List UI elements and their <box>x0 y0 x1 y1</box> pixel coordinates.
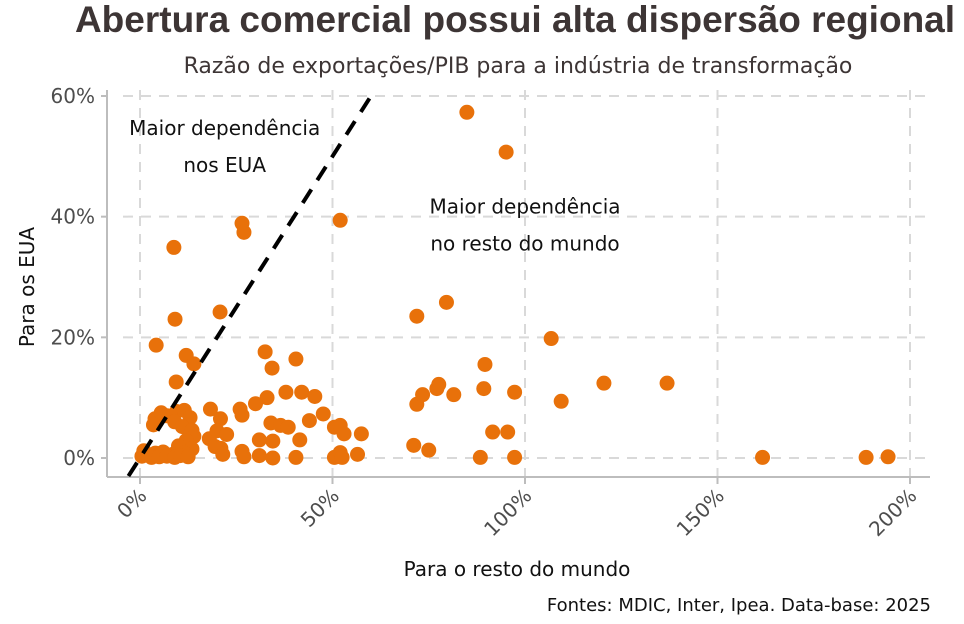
data-point <box>472 449 488 465</box>
data-point <box>264 360 280 376</box>
data-point <box>292 432 308 448</box>
data-point <box>259 390 275 406</box>
data-point <box>755 449 771 465</box>
data-point <box>236 224 252 240</box>
x-tick-labels: 0% 50% 100% 150% 200% <box>112 484 921 541</box>
data-point <box>315 406 331 422</box>
y-tick-label: 40% <box>51 205 95 229</box>
data-point <box>507 384 523 400</box>
x-tick-label: 100% <box>479 484 536 541</box>
data-point <box>858 449 874 465</box>
y-axis-title: Para os EUA <box>15 227 39 348</box>
chart-title: Abertura comercial possui alta dispersão… <box>75 0 955 40</box>
annotation-line: nos EUA <box>183 153 266 177</box>
annotation-line: Maior dependência <box>129 116 320 140</box>
reference-line-layer <box>126 88 377 478</box>
reference-line-y-equals-x <box>126 88 377 478</box>
data-point <box>438 294 454 310</box>
x-tick-label: 0% <box>112 484 151 523</box>
data-point <box>280 419 296 435</box>
x-axis-title: Para o resto do mundo <box>404 557 631 581</box>
data-point <box>186 356 202 372</box>
data-point <box>409 308 425 324</box>
data-point <box>431 376 447 392</box>
axes <box>101 90 930 484</box>
data-point <box>880 449 896 465</box>
data-point <box>485 424 501 440</box>
data-point <box>500 424 516 440</box>
data-point <box>288 351 304 367</box>
data-point <box>596 375 612 391</box>
data-point <box>336 426 352 442</box>
data-point <box>415 387 431 403</box>
data-point <box>265 433 281 449</box>
x-tick-label: 200% <box>864 484 921 541</box>
data-point <box>421 442 437 458</box>
data-point <box>234 407 250 423</box>
data-point <box>307 388 323 404</box>
data-point <box>215 446 231 462</box>
data-point <box>498 144 514 160</box>
data-point <box>257 344 273 360</box>
data-point <box>294 384 310 400</box>
data-point <box>167 311 183 327</box>
data-point <box>350 446 366 462</box>
data-point <box>288 449 304 465</box>
data-point <box>553 393 569 409</box>
data-point <box>212 304 228 320</box>
data-point <box>251 448 267 464</box>
y-tick-label: 0% <box>63 446 95 470</box>
data-point <box>507 449 523 465</box>
grid-lines <box>123 90 930 477</box>
annotation-line: Maior dependência <box>429 195 620 219</box>
data-point <box>406 437 422 453</box>
y-tick-label: 20% <box>51 325 95 349</box>
data-point <box>236 449 252 465</box>
y-tick-labels: 0% 20% 40% 60% <box>51 84 95 470</box>
x-tick-label: 150% <box>672 484 729 541</box>
chart-subtitle: Razão de exportações/PIB para a indústri… <box>184 54 853 79</box>
data-point <box>166 239 182 255</box>
data-point <box>353 426 369 442</box>
data-point <box>168 374 184 390</box>
data-points <box>134 104 896 466</box>
x-tick-label: 50% <box>296 484 344 532</box>
data-point <box>265 450 281 466</box>
data-point <box>446 387 462 403</box>
chart-caption: Fontes: MDIC, Inter, Ipea. Data-base: 20… <box>547 595 931 616</box>
y-tick-label: 60% <box>51 84 95 108</box>
data-point <box>334 449 350 465</box>
data-point <box>180 449 196 465</box>
data-point <box>543 331 559 347</box>
data-point <box>212 411 228 427</box>
data-point <box>301 413 317 429</box>
data-point <box>459 104 475 120</box>
data-point <box>202 401 218 417</box>
data-point <box>219 426 235 442</box>
data-point <box>476 381 492 397</box>
annotation-1: Maior dependência nos EUA <box>129 116 320 177</box>
annotation-2: Maior dependência no resto do mundo <box>429 195 620 256</box>
data-point <box>659 375 675 391</box>
data-point <box>248 396 263 412</box>
data-point <box>332 212 348 228</box>
annotation-line: no resto do mundo <box>430 232 619 256</box>
data-point <box>278 384 294 400</box>
data-point <box>251 432 267 448</box>
data-point <box>148 337 164 353</box>
data-point <box>477 356 493 372</box>
